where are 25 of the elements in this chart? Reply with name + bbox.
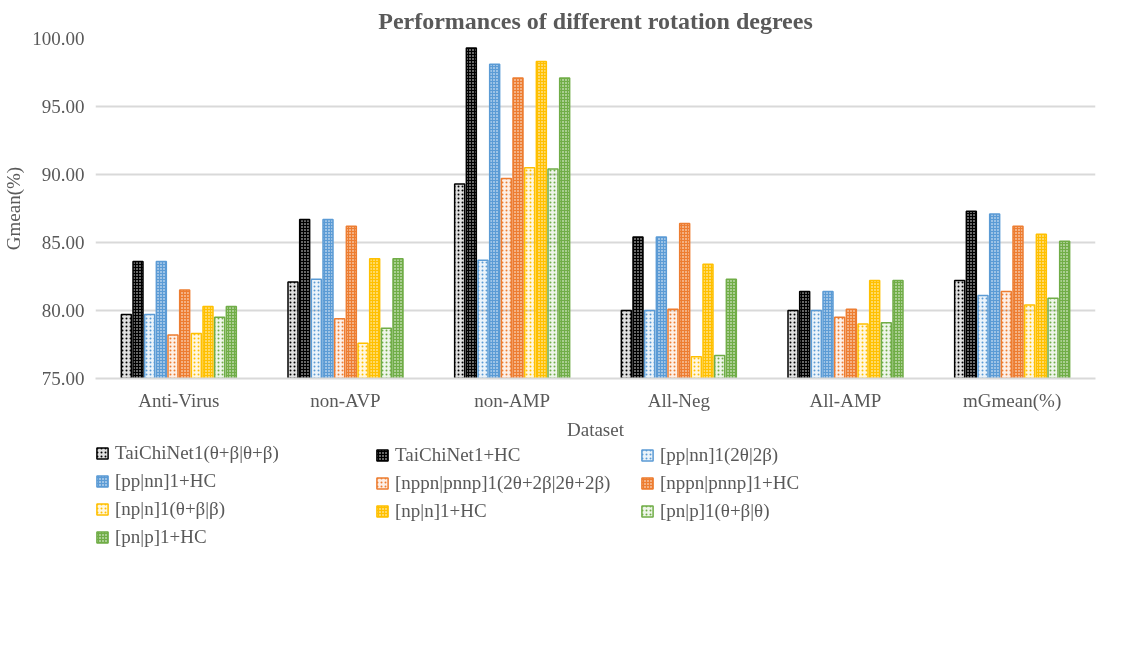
legend-label: [np|n]1+HC xyxy=(395,500,487,522)
x-tick-label: mGmean(%) xyxy=(963,389,1062,412)
legend-label: [pp|nn]1(2θ|2β) xyxy=(660,444,779,466)
legend-label: [pn|p]1(θ+β|θ) xyxy=(660,500,770,522)
x-tick-label: All-Neg xyxy=(647,389,711,411)
legend-label: TaiChiNet1(θ+β|θ+β) xyxy=(115,442,279,464)
x-tick-label: All-AMP xyxy=(809,389,882,411)
x-tick-label: Anti-Virus xyxy=(138,389,220,411)
legend-label: [nppn|pnnp]1+HC xyxy=(660,472,800,494)
legend-label: [np|n]1(θ+β|β) xyxy=(115,498,226,520)
x-tick-label: non-AMP xyxy=(474,389,551,411)
y-tick-label: 90.00 xyxy=(41,164,85,185)
legend-label: TaiChiNet1+HC xyxy=(395,444,521,466)
y-tick-label: 75.00 xyxy=(41,368,85,389)
x-tick-label: non-AVP xyxy=(310,389,381,411)
legend-label: [pn|p]1+HC xyxy=(115,526,207,548)
y-tick-label: 100.00 xyxy=(32,28,85,49)
chart-title: Performances of different rotation degrees xyxy=(378,7,813,34)
y-tick-label: 80.00 xyxy=(41,300,85,321)
y-axis-title: Gmean(%) xyxy=(3,166,26,251)
y-tick-label: 95.00 xyxy=(41,96,85,117)
legend-label: [nppn|pnnp]1(2θ+2β|2θ+2β) xyxy=(395,472,611,494)
legend-label: [pp|nn]1+HC xyxy=(115,470,217,492)
x-axis-title: Dataset xyxy=(567,418,625,440)
y-tick-label: 85.00 xyxy=(41,232,85,253)
